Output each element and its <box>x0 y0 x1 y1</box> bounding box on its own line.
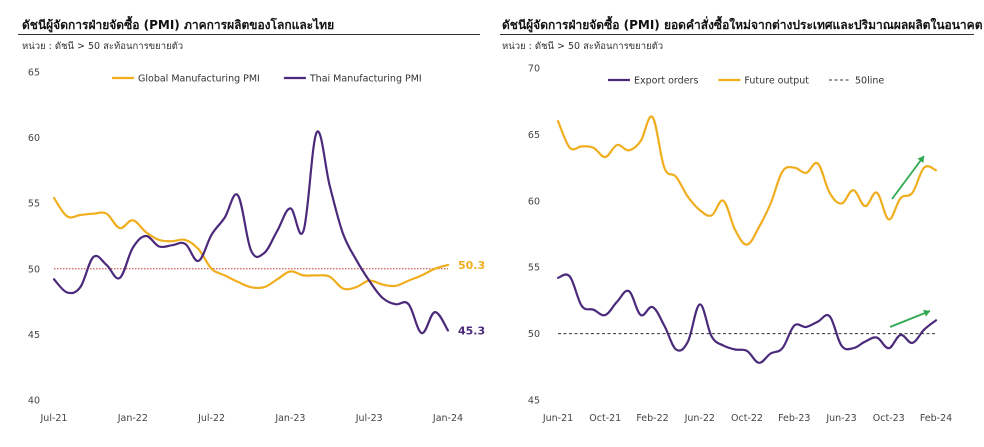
y-tick-label: 40 <box>28 396 40 407</box>
x-tick-label: Feb-23 <box>778 413 810 424</box>
x-tick-label: Jun-21 <box>542 413 573 424</box>
y-tick-label: 70 <box>528 64 540 75</box>
y-tick-label: 50 <box>28 264 40 275</box>
x-tick-label: Jan-23 <box>274 413 305 424</box>
y-tick-label: 65 <box>528 130 540 141</box>
legend-label: 50line <box>855 76 884 87</box>
legend-label: Thai Manufacturing PMI <box>309 74 422 85</box>
trend-arrow-shaft <box>889 310 931 328</box>
legend-label: Global Manufacturing PMI <box>138 74 260 85</box>
series-line-thai-manufacturing-pmi <box>52 130 450 335</box>
x-tick-label: Jan-24 <box>432 413 463 424</box>
y-tick-label: 60 <box>528 196 540 207</box>
chart-title: ดัชนีผู้จัดการฝ่ายจัดซื้อ (PMI) ยอดคำสั่… <box>502 18 983 32</box>
series-line-future-output <box>556 115 938 246</box>
right-chart-panel: ดัชนีผู้จัดการฝ่ายจัดซื้อ (PMI) ยอดคำสั่… <box>496 0 984 447</box>
x-tick-label: Feb-24 <box>920 413 952 424</box>
y-tick-label: 65 <box>28 68 40 79</box>
x-tick-label: Jun-22 <box>684 413 715 424</box>
trend-arrow-head <box>917 156 924 163</box>
y-tick-label: 50 <box>528 329 540 340</box>
legend-label: Export orders <box>634 76 698 87</box>
right-line-chart: 45 50 55 60 65 70 Jun-21 Oct-21 Feb-22 Jun-22 Oct-… <box>528 64 952 425</box>
end-value-label: 50.3 <box>458 259 485 272</box>
chart-subtitle: หน่วย : ดัชนี > 50 สะท้อนการขยายตัว <box>502 41 664 52</box>
x-tick-label: Oct-21 <box>589 413 621 424</box>
series-line-global-manufacturing-pmi <box>52 196 450 291</box>
x-tick-label: Jul-23 <box>355 413 383 424</box>
left-line-chart: 40 45 50 55 60 65 Jul-21 Jan-22 Jul-22 Jan-23 Jul-… <box>28 68 485 425</box>
legend-label: Future output <box>744 76 809 87</box>
x-tick-label: Jan-22 <box>117 413 148 424</box>
series-line-export-orders <box>556 273 938 364</box>
trend-arrow-shaft <box>891 155 925 200</box>
y-tick-label: 55 <box>528 263 540 274</box>
trend-arrow-head <box>923 309 930 317</box>
x-tick-label: Jun-23 <box>825 413 856 424</box>
y-tick-label: 60 <box>28 133 40 144</box>
end-value-label: 45.3 <box>458 324 485 337</box>
x-tick-label: Jul-22 <box>197 413 225 424</box>
y-tick-label: 55 <box>28 199 40 210</box>
y-tick-label: 45 <box>28 330 40 341</box>
chart-title: ดัชนีผู้จัดการฝ่ายจัดซื้อ (PMI) ภาคการผล… <box>22 18 335 32</box>
x-tick-label: Jul-21 <box>40 413 68 424</box>
y-tick-label: 45 <box>528 396 540 407</box>
title-divider <box>18 34 480 35</box>
chart-subtitle: หน่วย : ดัชนี > 50 สะท้อนการขยายตัว <box>22 41 184 52</box>
title-divider <box>500 34 974 35</box>
x-tick-label: Oct-22 <box>731 413 763 424</box>
x-tick-label: Oct-23 <box>873 413 905 424</box>
x-tick-label: Feb-22 <box>636 413 668 424</box>
left-chart-panel: ดัชนีผู้จัดการฝ่ายจัดซื้อ (PMI) ภาคการผล… <box>0 0 488 447</box>
